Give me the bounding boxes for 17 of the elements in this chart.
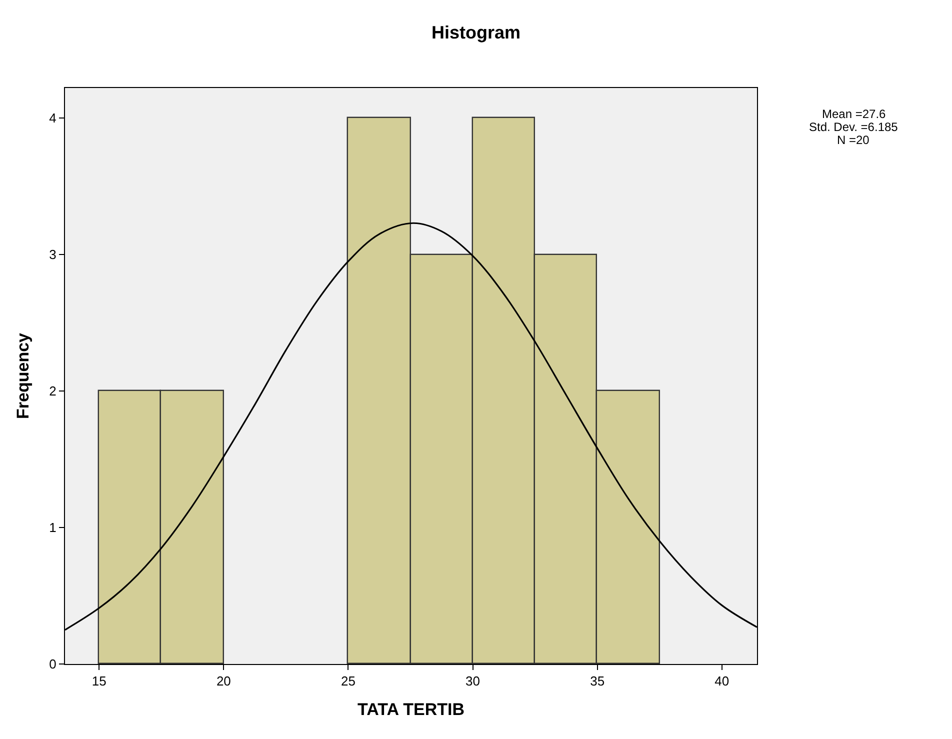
text: Mean =27.6	[822, 107, 886, 121]
y-tick-label: 2	[49, 384, 56, 399]
text: N =20	[837, 133, 870, 147]
x-tick-label: 35	[590, 674, 605, 689]
text: Std. Dev. =6.185	[809, 120, 898, 134]
x-tick-label: 15	[92, 674, 106, 689]
x-tick-label: 25	[340, 674, 356, 689]
x-tick-label: 30	[466, 674, 480, 689]
x-tick-label: 20	[216, 674, 231, 689]
y-tick-label: 0	[49, 656, 56, 672]
x-axis-title: TATA TERTIB	[357, 700, 465, 719]
y-tick-label: 4	[49, 110, 56, 126]
y-axis-title: Frequency	[14, 332, 33, 419]
chart-title: Histogram	[431, 22, 521, 42]
y-tick-label: 3	[49, 247, 56, 262]
x-tick-label: 40	[714, 674, 730, 689]
y-tick-label: 1	[49, 520, 56, 536]
